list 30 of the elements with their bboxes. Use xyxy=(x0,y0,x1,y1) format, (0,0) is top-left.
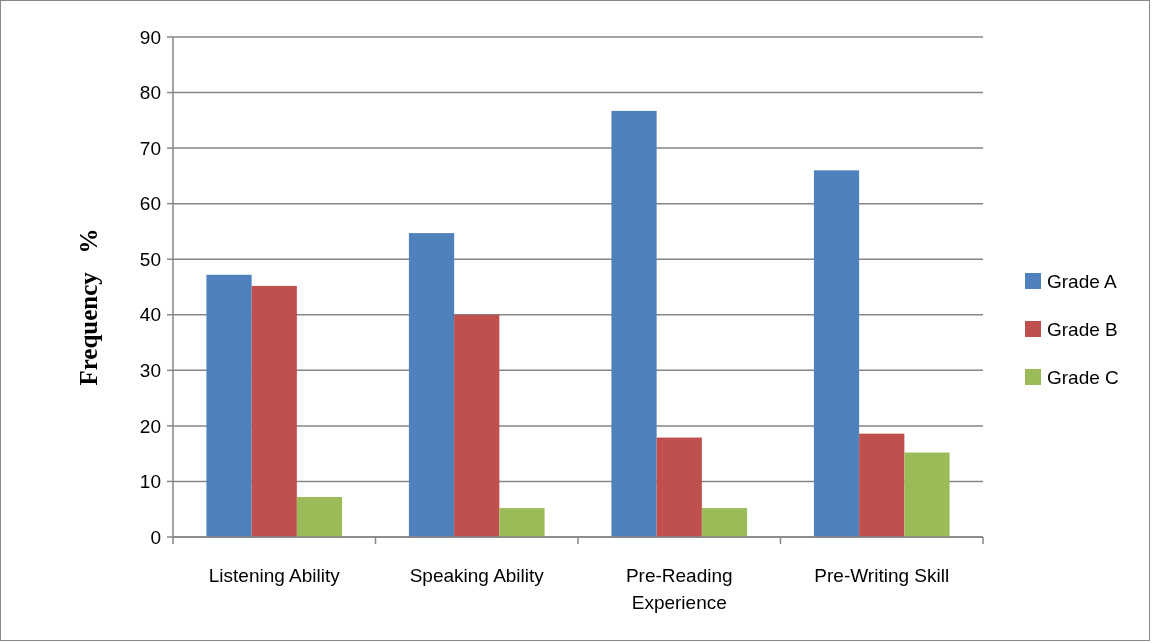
bar xyxy=(454,314,500,537)
y-tick-label: 40 xyxy=(139,304,161,326)
bar xyxy=(611,110,657,537)
y-tick-label: 20 xyxy=(139,415,161,437)
bar xyxy=(813,170,860,537)
bar xyxy=(408,233,455,537)
y-tick-label: 30 xyxy=(139,359,161,381)
x-tick-label: Pre-Reading Experience xyxy=(625,565,733,613)
bar xyxy=(296,497,343,537)
y-tick-label: 70 xyxy=(139,137,161,159)
legend-label: Grade C xyxy=(1047,366,1119,388)
y-tick-label: 10 xyxy=(139,471,161,493)
bar xyxy=(499,508,545,537)
y-axis-title: Frequency % xyxy=(75,228,102,386)
y-tick-label: 50 xyxy=(139,248,161,270)
legend-label: Grade A xyxy=(1047,270,1118,292)
bar xyxy=(904,452,950,537)
x-tick-label: Speaking Ability xyxy=(409,565,545,586)
bar xyxy=(656,437,702,537)
y-tick-label: 0 xyxy=(150,526,161,548)
bar xyxy=(701,508,748,537)
y-tick-label: 60 xyxy=(139,193,161,215)
x-tick-label: Pre-Writing Skill xyxy=(814,565,950,586)
x-tick-label: Listening Ability xyxy=(208,565,341,586)
y-tick-label: 90 xyxy=(139,26,161,48)
bar xyxy=(206,274,252,537)
legend-label: Grade B xyxy=(1047,318,1118,340)
y-tick-label: 80 xyxy=(139,82,161,104)
bar xyxy=(859,433,905,537)
bar xyxy=(251,285,297,537)
